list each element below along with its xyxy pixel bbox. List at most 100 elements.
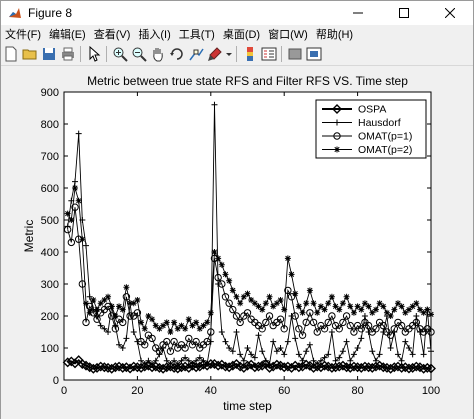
data-point <box>176 362 187 373</box>
data-point <box>339 318 347 327</box>
data-point <box>242 360 253 371</box>
menu-view[interactable]: 查看(V) <box>93 29 131 41</box>
brush-dropdown[interactable] <box>225 45 233 63</box>
data-point <box>248 351 255 358</box>
window-title: Figure 8 <box>28 6 73 20</box>
menu-window[interactable]: 窗口(W) <box>268 29 308 41</box>
data-point <box>122 293 131 301</box>
data-point <box>72 185 79 191</box>
data-point <box>78 280 87 288</box>
data-point <box>324 318 332 327</box>
x-tick-label: 40 <box>205 385 217 397</box>
data-point <box>284 338 291 345</box>
data-point <box>205 359 216 369</box>
data-point <box>155 347 164 355</box>
rotate-3d-button[interactable] <box>168 45 186 63</box>
data-point <box>128 361 139 372</box>
hide-plot-tools-button[interactable] <box>286 45 304 63</box>
data-point <box>119 345 126 351</box>
series-omat-p-2- <box>64 185 434 335</box>
data-point <box>127 300 134 307</box>
data-point <box>67 238 76 247</box>
data-point <box>356 362 367 373</box>
data-point <box>123 335 130 342</box>
toolbar-separator <box>236 46 237 62</box>
data-point <box>354 303 361 310</box>
chart-marks <box>62 101 436 374</box>
insert-colorbar-button[interactable] <box>241 45 259 63</box>
brush-button[interactable] <box>206 45 224 63</box>
pan-button[interactable] <box>149 45 167 63</box>
data-point <box>182 354 189 361</box>
data-point <box>130 300 137 307</box>
data-point <box>62 357 73 368</box>
data-point <box>325 300 332 307</box>
y-tick-label: 300 <box>41 279 59 291</box>
axes-box <box>63 91 432 381</box>
data-point <box>161 362 172 373</box>
data-point <box>348 361 359 372</box>
data-point <box>386 331 395 339</box>
data-point <box>110 362 121 373</box>
show-plot-tools-button[interactable] <box>305 45 323 63</box>
data-point <box>389 362 400 373</box>
insert-legend-button[interactable] <box>260 45 278 63</box>
data-point <box>332 357 339 364</box>
data-point <box>236 318 244 327</box>
rotate-3d-icon <box>170 48 183 60</box>
data-point <box>158 363 169 374</box>
new-figure-button[interactable] <box>2 45 20 63</box>
data-point <box>167 361 174 367</box>
data-point <box>145 357 152 364</box>
plot-area[interactable]: 0 20 40 60 80 100 0 100 200 300 400 500 600 700 800 900… <box>1 66 473 419</box>
edit-plot-button[interactable] <box>85 45 103 63</box>
data-point <box>148 334 156 343</box>
data-point <box>302 318 310 327</box>
zoom-out-button[interactable] <box>130 45 148 63</box>
save-button[interactable] <box>40 45 58 63</box>
data-point <box>293 362 304 373</box>
menu-desktop[interactable]: 桌面(D) <box>222 29 261 41</box>
data-point <box>286 362 297 373</box>
data-point <box>411 361 422 372</box>
menu-insert[interactable]: 插入(I) <box>138 29 171 41</box>
data-point <box>266 293 273 300</box>
data-point <box>310 357 317 364</box>
series-line <box>67 104 432 365</box>
data-point <box>387 313 394 319</box>
data-point <box>292 335 299 342</box>
open-file-button[interactable] <box>21 45 39 63</box>
menu-help[interactable]: 帮助(H) <box>315 29 354 41</box>
menu-edit[interactable]: 编辑(E) <box>49 29 86 41</box>
data-point <box>334 361 345 372</box>
minimize-button[interactable] <box>335 1 381 25</box>
data-point <box>207 309 214 316</box>
data-point <box>68 217 75 223</box>
legend-marker <box>334 146 340 153</box>
print-button[interactable] <box>59 45 77 63</box>
data-point <box>160 322 167 329</box>
data-point <box>116 303 123 310</box>
data-point <box>215 255 222 262</box>
data-point <box>83 300 90 307</box>
hide-plot-tools-icon <box>288 48 302 60</box>
data-point <box>251 354 258 361</box>
close-button[interactable] <box>427 1 473 25</box>
maximize-button[interactable] <box>381 1 427 25</box>
zoom-in-button[interactable] <box>111 45 129 63</box>
data-point <box>405 345 412 351</box>
menu-file[interactable]: 文件(F) <box>5 29 42 41</box>
data-point <box>413 313 420 319</box>
data-point <box>166 347 175 355</box>
data-point <box>409 303 416 310</box>
data-point <box>97 300 104 307</box>
minimize-icon <box>353 12 363 14</box>
data-point <box>295 351 302 358</box>
figure-toolbar <box>1 43 473 66</box>
data-point <box>106 363 117 374</box>
data-cursor-button[interactable] <box>187 45 205 63</box>
menu-tools[interactable]: 工具(T) <box>178 29 215 41</box>
data-point <box>243 309 252 317</box>
data-point <box>130 329 137 335</box>
